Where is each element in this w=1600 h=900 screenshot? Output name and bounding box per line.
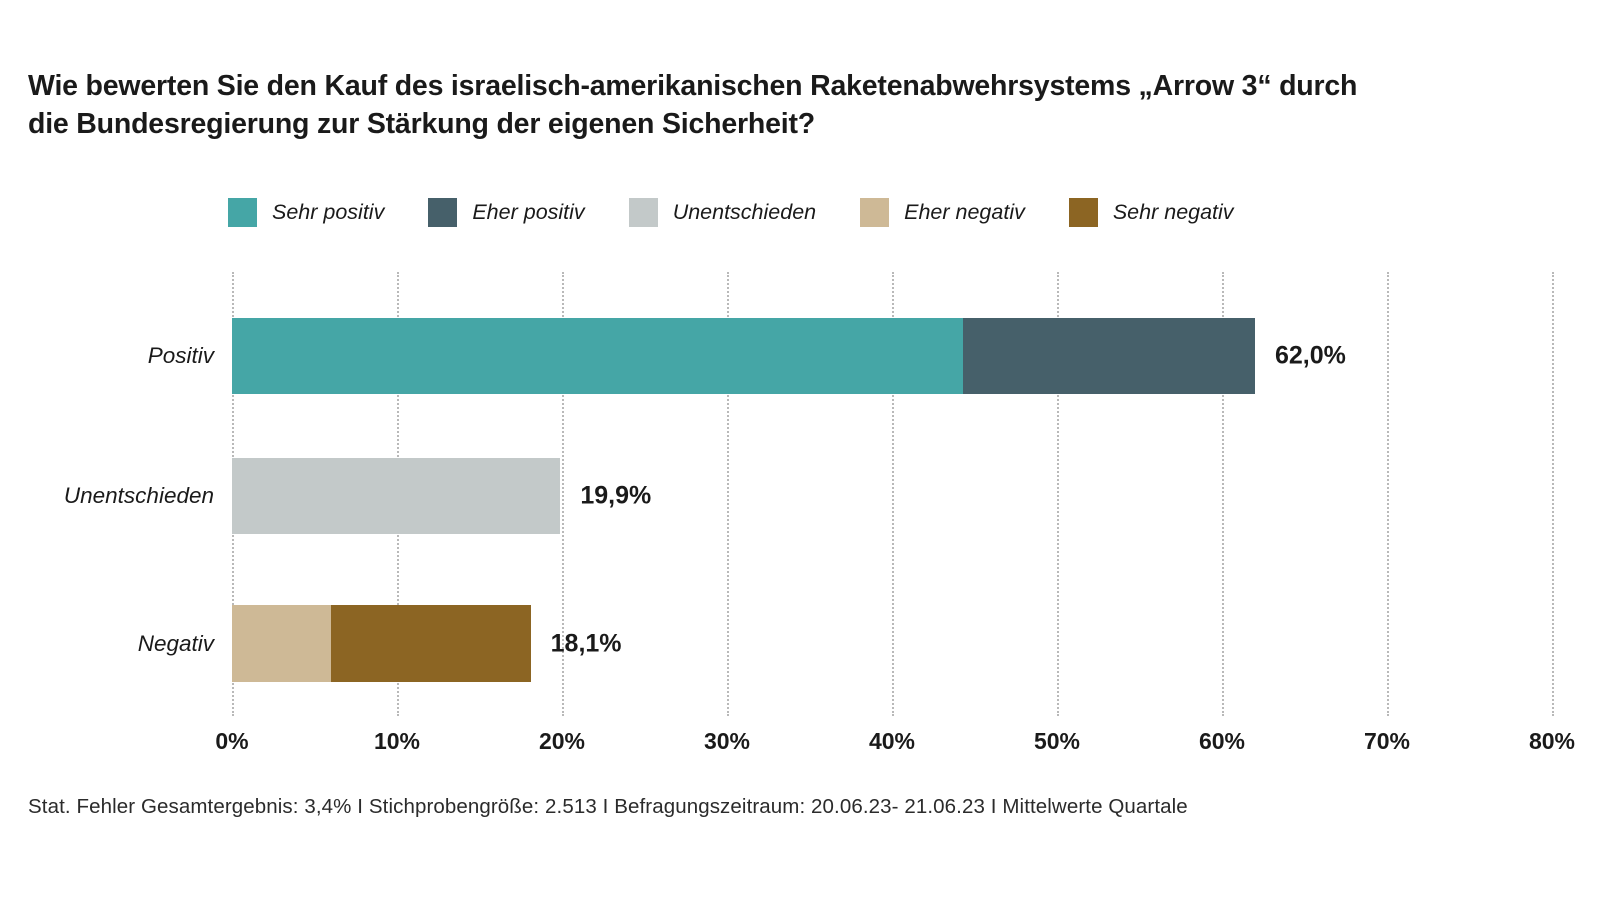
bar-negativ[interactable] — [232, 605, 531, 682]
legend-swatch-icon — [228, 198, 257, 227]
bar-segment-eher-positiv[interactable] — [962, 318, 1255, 394]
gridline — [397, 272, 399, 716]
x-axis-tick-label: 60% — [1198, 728, 1246, 754]
legend-item-label: Unentschieden — [672, 200, 817, 224]
gridline — [1552, 272, 1554, 716]
category-label-positiv: Positiv — [147, 343, 214, 368]
gridline — [727, 272, 729, 716]
gridline — [1387, 272, 1389, 716]
x-axis-tick-label: 10% — [373, 728, 421, 754]
chart-legend: Sehr positiv Eher positiv Unentschieden Ehe… — [228, 198, 1278, 227]
x-axis-tick-label: 80% — [1528, 728, 1576, 754]
legend-item-label: Sehr negativ — [1112, 200, 1234, 224]
gridline — [232, 272, 234, 716]
bar-segment-unentschieden[interactable] — [232, 458, 561, 534]
bar-positiv[interactable] — [232, 318, 1255, 394]
category-label-negativ: Negativ — [137, 630, 214, 656]
bar-segment-sehr-negativ[interactable] — [330, 605, 531, 682]
legend-swatch-icon — [860, 198, 890, 227]
legend-item-sehr-positiv[interactable]: Sehr positiv — [228, 198, 384, 227]
x-axis-tick-label: 40% — [868, 728, 916, 754]
gridline — [562, 272, 564, 716]
legend-item-label: Eher negativ — [904, 200, 1025, 224]
x-axis-tick-label: 70% — [1363, 728, 1411, 754]
x-axis-tick-label: 30% — [703, 728, 751, 754]
page-title: Wie bewerten Sie den Kauf des israelisch… — [28, 70, 1358, 140]
gridline — [1222, 272, 1224, 716]
category-label-unentschieden: Unentschieden — [63, 483, 214, 508]
legend-swatch-icon — [628, 198, 658, 227]
x-axis-tick-label: 50% — [1033, 728, 1081, 754]
bar-value-label: 62,0% — [1275, 341, 1346, 370]
bar-segment-sehr-positiv[interactable] — [232, 318, 963, 394]
x-axis-tick-label: 0% — [215, 728, 249, 754]
gridline — [892, 272, 894, 716]
x-axis-tick-label: 20% — [538, 728, 586, 754]
bar-value-label: 19,9% — [580, 481, 652, 510]
bar-segment-eher-negativ[interactable] — [232, 605, 331, 682]
chart-footnote: Stat. Fehler Gesamtergebnis: 3,4% I Stic… — [28, 795, 1188, 818]
legend-item-unentschieden[interactable]: Unentschieden — [628, 198, 817, 227]
legend-swatch-icon — [428, 198, 458, 227]
legend-item-sehr-negativ[interactable]: Sehr negativ — [1068, 198, 1234, 227]
legend-swatch-icon — [1068, 198, 1098, 227]
legend-item-label: Sehr positiv — [272, 200, 385, 224]
gridline — [1057, 272, 1059, 716]
bar-value-label: 18,1% — [550, 629, 622, 657]
legend-item-label: Eher positiv — [472, 200, 585, 224]
bar-unentschieden[interactable] — [232, 458, 561, 534]
legend-item-eher-negativ[interactable]: Eher negativ — [860, 198, 1025, 227]
legend-item-eher-positiv[interactable]: Eher positiv — [428, 198, 585, 227]
